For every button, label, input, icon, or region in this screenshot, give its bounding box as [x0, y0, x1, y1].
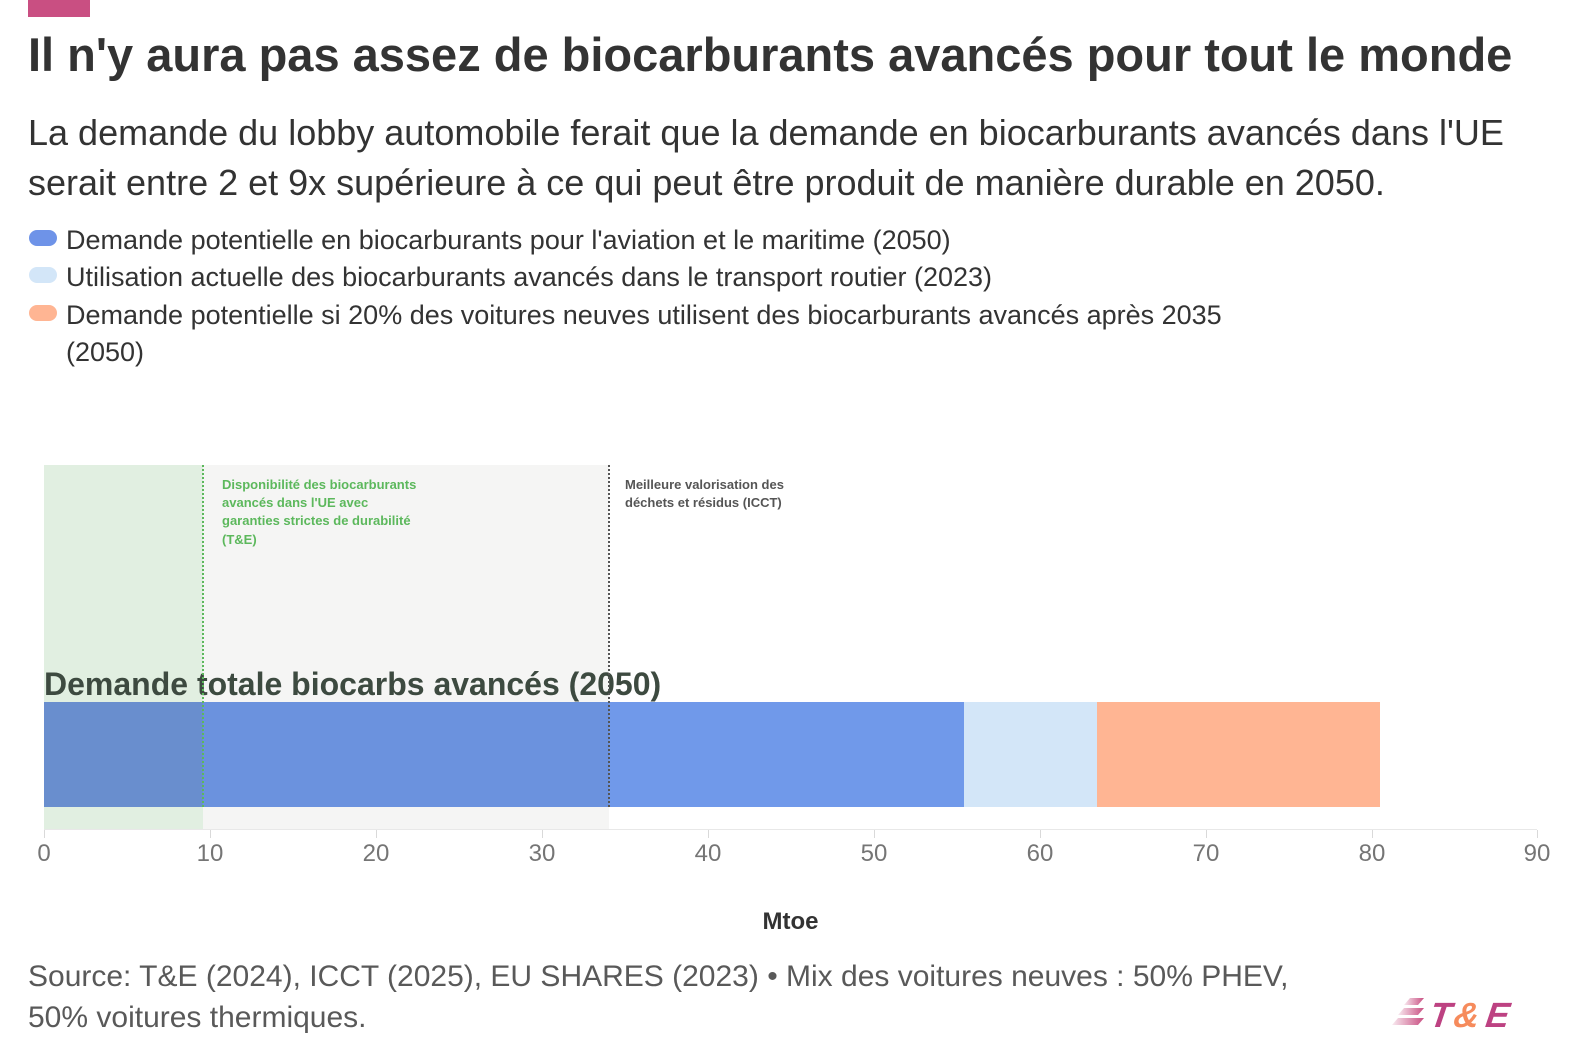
svg-text:&: &	[1451, 996, 1482, 1035]
svg-text:E: E	[1483, 996, 1513, 1035]
